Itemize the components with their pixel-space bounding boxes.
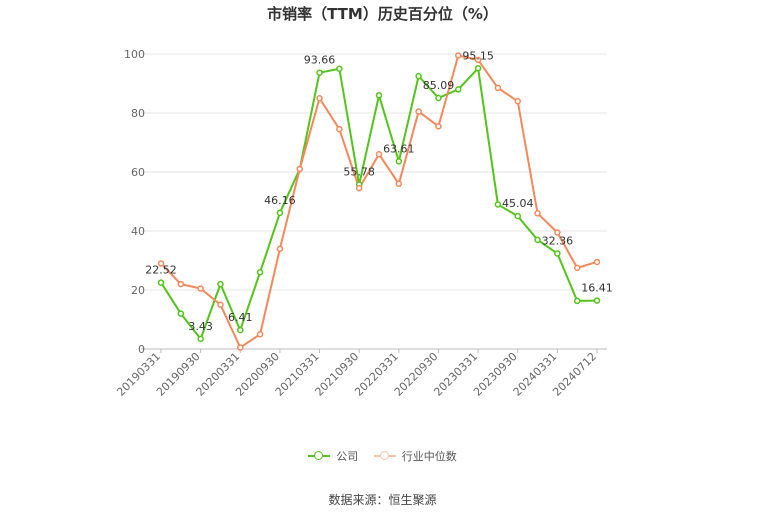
data-label: 63.61 [383, 142, 415, 155]
data-label: 85.09 [423, 79, 455, 92]
legend-item-company[interactable]: 公司 [308, 448, 358, 464]
data-point[interactable] [494, 201, 502, 208]
data-point[interactable] [415, 108, 422, 115]
data-point[interactable] [435, 94, 442, 102]
legend-swatch-industry-median [373, 450, 396, 462]
data-labels: 22.52 3.43 6.41 46.16 93.66 55.78 63.61 85.09 95… [145, 49, 613, 333]
data-point[interactable] [256, 331, 264, 338]
data-point[interactable] [494, 84, 502, 92]
data-point[interactable] [217, 301, 224, 308]
data-label: 55.78 [343, 165, 375, 178]
data-point[interactable] [514, 97, 521, 105]
data-point[interactable] [276, 245, 284, 252]
data-point[interactable] [336, 65, 343, 72]
gridlines [141, 53, 607, 350]
data-point[interactable] [455, 86, 462, 93]
data-point[interactable] [157, 279, 165, 286]
data-label: 16.41 [581, 282, 613, 295]
data-label: 3.43 [188, 320, 213, 333]
data-point[interactable] [415, 72, 422, 80]
data-point[interactable] [217, 280, 224, 288]
data-label: 45.04 [502, 197, 534, 210]
data-point[interactable] [435, 123, 442, 130]
data-label: 6.41 [228, 311, 253, 324]
data-point[interactable] [197, 335, 204, 343]
y-tick-label: 20 [131, 284, 145, 297]
data-point[interactable] [474, 56, 482, 64]
data-point[interactable] [237, 344, 244, 351]
x-tick-label: 20240712 [550, 350, 599, 399]
data-point[interactable] [395, 158, 403, 165]
y-tick-label: 60 [131, 166, 145, 179]
data-label: 32.36 [542, 235, 574, 248]
data-point[interactable] [197, 285, 204, 292]
data-point[interactable] [455, 52, 462, 59]
data-label: 93.66 [304, 54, 336, 67]
data-point[interactable] [534, 210, 541, 217]
data-point[interactable] [296, 165, 303, 173]
data-point[interactable] [573, 264, 581, 272]
data-point[interactable] [514, 212, 521, 220]
chart-title: 市销率（TTM）历史百分位（%） [267, 5, 498, 23]
data-point[interactable] [256, 269, 264, 276]
source-note: 数据来源：恒生聚源 [328, 493, 437, 507]
data-point[interactable] [474, 65, 482, 72]
data-point[interactable] [593, 258, 601, 266]
data-point[interactable] [554, 250, 561, 257]
data-point[interactable] [237, 326, 244, 334]
data-point[interactable] [534, 236, 541, 244]
data-point[interactable] [554, 229, 561, 236]
series-points [157, 52, 601, 351]
data-label: 95.15 [462, 49, 494, 62]
data-point[interactable] [355, 184, 363, 192]
y-tick-label: 0 [138, 343, 145, 356]
data-point[interactable] [593, 297, 601, 304]
data-point[interactable] [157, 260, 165, 267]
data-point[interactable] [573, 297, 581, 305]
legend-label-company: 公司 [336, 450, 359, 463]
data-label: 22.52 [145, 264, 177, 277]
legend-swatch-company [308, 450, 331, 462]
legend: 公司 行业中位数 [0, 448, 765, 465]
y-axis-ticks: 0 20 40 60 80 100 [124, 48, 145, 356]
data-point[interactable] [177, 280, 185, 288]
data-point[interactable] [177, 310, 185, 317]
legend-label-industry-median: 行业中位数 [401, 450, 457, 463]
data-label: 46.16 [264, 194, 296, 207]
legend-item-industry-median[interactable]: 行业中位数 [373, 448, 457, 464]
data-point[interactable] [395, 180, 403, 188]
data-point[interactable] [316, 95, 323, 102]
data-point[interactable] [336, 125, 343, 133]
y-tick-label: 40 [131, 225, 145, 238]
data-point[interactable] [375, 92, 383, 99]
x-axis: 2019033120190930202003312020093020210331… [114, 349, 599, 399]
y-tick-label: 100 [124, 48, 145, 61]
data-point[interactable] [375, 151, 383, 158]
data-point[interactable] [276, 209, 284, 217]
y-tick-label: 80 [131, 107, 145, 120]
data-point[interactable] [316, 69, 323, 76]
